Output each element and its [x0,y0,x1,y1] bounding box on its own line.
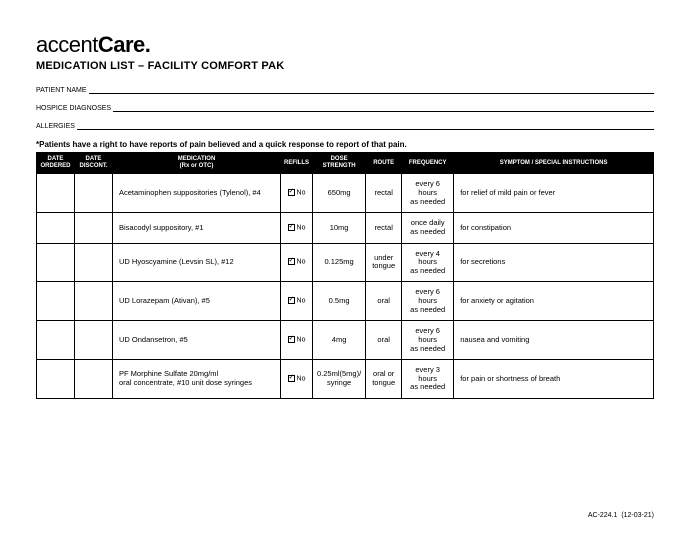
table-body: Acetaminophen suppositories (Tylenol), #… [37,174,654,399]
allergies-line [77,122,654,130]
cell-refills: No [281,282,313,321]
cell-refills: No [281,360,313,399]
cell-date-discont [75,174,113,213]
logo-part2: Care [98,32,145,57]
patient-label: PATIENT NAME [36,87,89,94]
cell-date-ordered [37,360,75,399]
cell-date-ordered [37,243,75,282]
table-row: UD Lorazepam (Ativan), #5No0.5mgoralever… [37,282,654,321]
table-header-row: DATE ORDERED DATE DISCONT. MEDICATION(Rx… [37,153,654,174]
cell-route: undertongue [366,243,402,282]
logo-dot: . [145,32,151,57]
diagnoses-line [113,104,654,112]
cell-symptom: for secretions [454,243,654,282]
cell-dose: 4mg [313,321,366,360]
cell-medication: UD Hyoscyamine (Levsin SL), #12 [113,243,281,282]
table-row: PF Morphine Sulfate 20mg/mloral concentr… [37,360,654,399]
th-frequency: FREQUENCY [402,153,454,174]
cell-frequency: every 6 hoursas needed [402,282,454,321]
th-date-discont: DATE DISCONT. [75,153,113,174]
cell-route: oral [366,321,402,360]
patient-line [89,86,654,94]
cell-date-discont [75,213,113,243]
allergies-row: ALLERGIES [36,122,654,130]
checkbox-icon [288,375,295,382]
cell-medication: Bisacodyl suppository, #1 [113,213,281,243]
cell-date-ordered [37,174,75,213]
cell-refills: No [281,213,313,243]
checkbox-icon [288,258,295,265]
table-row: Bisacodyl suppository, #1No10mgrectalonc… [37,213,654,243]
th-dose: DOSE STRENGTH [313,153,366,174]
cell-refills: No [281,174,313,213]
cell-dose: 0.5mg [313,282,366,321]
cell-date-discont [75,243,113,282]
cell-symptom: nausea and vomiting [454,321,654,360]
diagnoses-label: HOSPICE DIAGNOSES [36,105,113,112]
table-row: UD Ondansetron, #5No4mgoralevery 6 hours… [37,321,654,360]
form-fields: PATIENT NAME HOSPICE DIAGNOSES ALLERGIES [36,86,654,130]
cell-symptom: for constipation [454,213,654,243]
cell-medication: UD Lorazepam (Ativan), #5 [113,282,281,321]
cell-date-discont [75,360,113,399]
medication-table: DATE ORDERED DATE DISCONT. MEDICATION(Rx… [36,152,654,399]
footer: AC-224.1 (12-03-21) [588,512,654,519]
cell-route: rectal [366,174,402,213]
page-title: MEDICATION LIST – FACILITY COMFORT PAK [36,60,654,72]
checkbox-icon [288,224,295,231]
checkbox-icon [288,297,295,304]
cell-frequency: every 6 hoursas needed [402,321,454,360]
cell-frequency: once dailyas needed [402,213,454,243]
cell-symptom: for relief of mild pain or fever [454,174,654,213]
cell-medication: Acetaminophen suppositories (Tylenol), #… [113,174,281,213]
footer-code: AC-224.1 [588,512,618,519]
checkbox-icon [288,189,295,196]
checkbox-icon [288,336,295,343]
footer-date: (12-03-21) [621,512,654,519]
cell-frequency: every 4 hoursas needed [402,243,454,282]
cell-date-discont [75,282,113,321]
logo: accentCare. [36,32,654,58]
table-row: Acetaminophen suppositories (Tylenol), #… [37,174,654,213]
cell-medication: PF Morphine Sulfate 20mg/mloral concentr… [113,360,281,399]
cell-frequency: every 3 hoursas needed [402,360,454,399]
table-row: UD Hyoscyamine (Levsin SL), #12No0.125mg… [37,243,654,282]
logo-part1: accent [36,32,98,57]
cell-refills: No [281,243,313,282]
cell-symptom: for pain or shortness of breath [454,360,654,399]
diagnoses-row: HOSPICE DIAGNOSES [36,104,654,112]
cell-dose: 0.125mg [313,243,366,282]
th-route: ROUTE [366,153,402,174]
cell-date-ordered [37,213,75,243]
allergies-label: ALLERGIES [36,123,77,130]
cell-dose: 10mg [313,213,366,243]
cell-date-ordered [37,321,75,360]
cell-dose: 0.25ml(5mg)/syringe [313,360,366,399]
cell-route: oral ortongue [366,360,402,399]
note-text: *Patients have a right to have reports o… [36,140,654,149]
patient-name-row: PATIENT NAME [36,86,654,94]
cell-route: oral [366,282,402,321]
th-symptom: SYMPTOM / SPECIAL INSTRUCTIONS [454,153,654,174]
cell-date-discont [75,321,113,360]
cell-date-ordered [37,282,75,321]
cell-symptom: for anxiety or agitation [454,282,654,321]
cell-route: rectal [366,213,402,243]
cell-refills: No [281,321,313,360]
th-date-ordered: DATE ORDERED [37,153,75,174]
cell-medication: UD Ondansetron, #5 [113,321,281,360]
cell-frequency: every 6 hoursas needed [402,174,454,213]
th-refills: REFILLS [281,153,313,174]
cell-dose: 650mg [313,174,366,213]
th-medication: MEDICATION(Rx or OTC) [113,153,281,174]
